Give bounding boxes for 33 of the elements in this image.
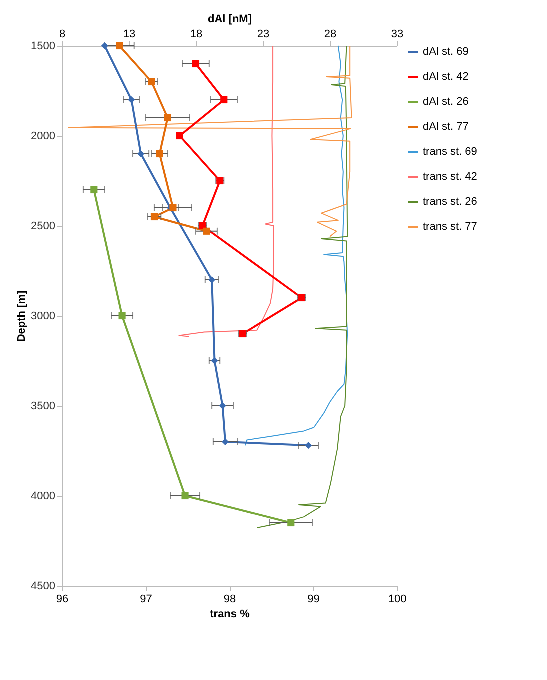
legend-label: trans st. 69 [423,146,478,158]
y-axis-title: Depth [m] [16,290,28,342]
legend-label: trans st. 42 [423,171,478,183]
x2-tick-label: 13 [123,28,136,40]
y-tick-label: 4000 [31,490,56,502]
y-tick-label: 3000 [31,310,56,322]
legend-label: dAl st. 77 [423,121,469,133]
x-tick-label: 98 [224,594,236,606]
x-tick-label: 96 [56,594,69,606]
x2-tick-label: 28 [324,28,337,40]
line-series [68,46,352,238]
line-series [178,46,274,338]
legend-label: dAl st. 42 [423,71,469,83]
y-tick-label: 4500 [31,580,56,592]
legend-label: dAl st. 69 [423,46,469,58]
legend-label: trans st. 77 [423,221,478,233]
x2-tick-label: 18 [190,28,203,40]
x2-tick-label: 8 [59,28,66,40]
line-series [256,46,348,529]
x-tick-label: 99 [308,594,320,606]
legend-label: trans st. 26 [423,196,478,208]
x-axis-title: trans % [210,608,250,620]
y-tick-label: 2500 [31,220,56,232]
y-tick-label: 1500 [31,40,56,52]
y-tick-label: 3500 [31,400,56,412]
legend-label: dAl st. 26 [423,96,469,108]
x-tick-label: 97 [140,594,152,606]
y-tick-label: 2000 [31,130,56,142]
x2-tick-label: 23 [257,28,270,40]
x2-axis-title: dAl [nM] [208,14,252,26]
x-tick-label: 100 [388,594,407,606]
x2-tick-label: 33 [391,28,404,40]
line-series [244,46,348,446]
